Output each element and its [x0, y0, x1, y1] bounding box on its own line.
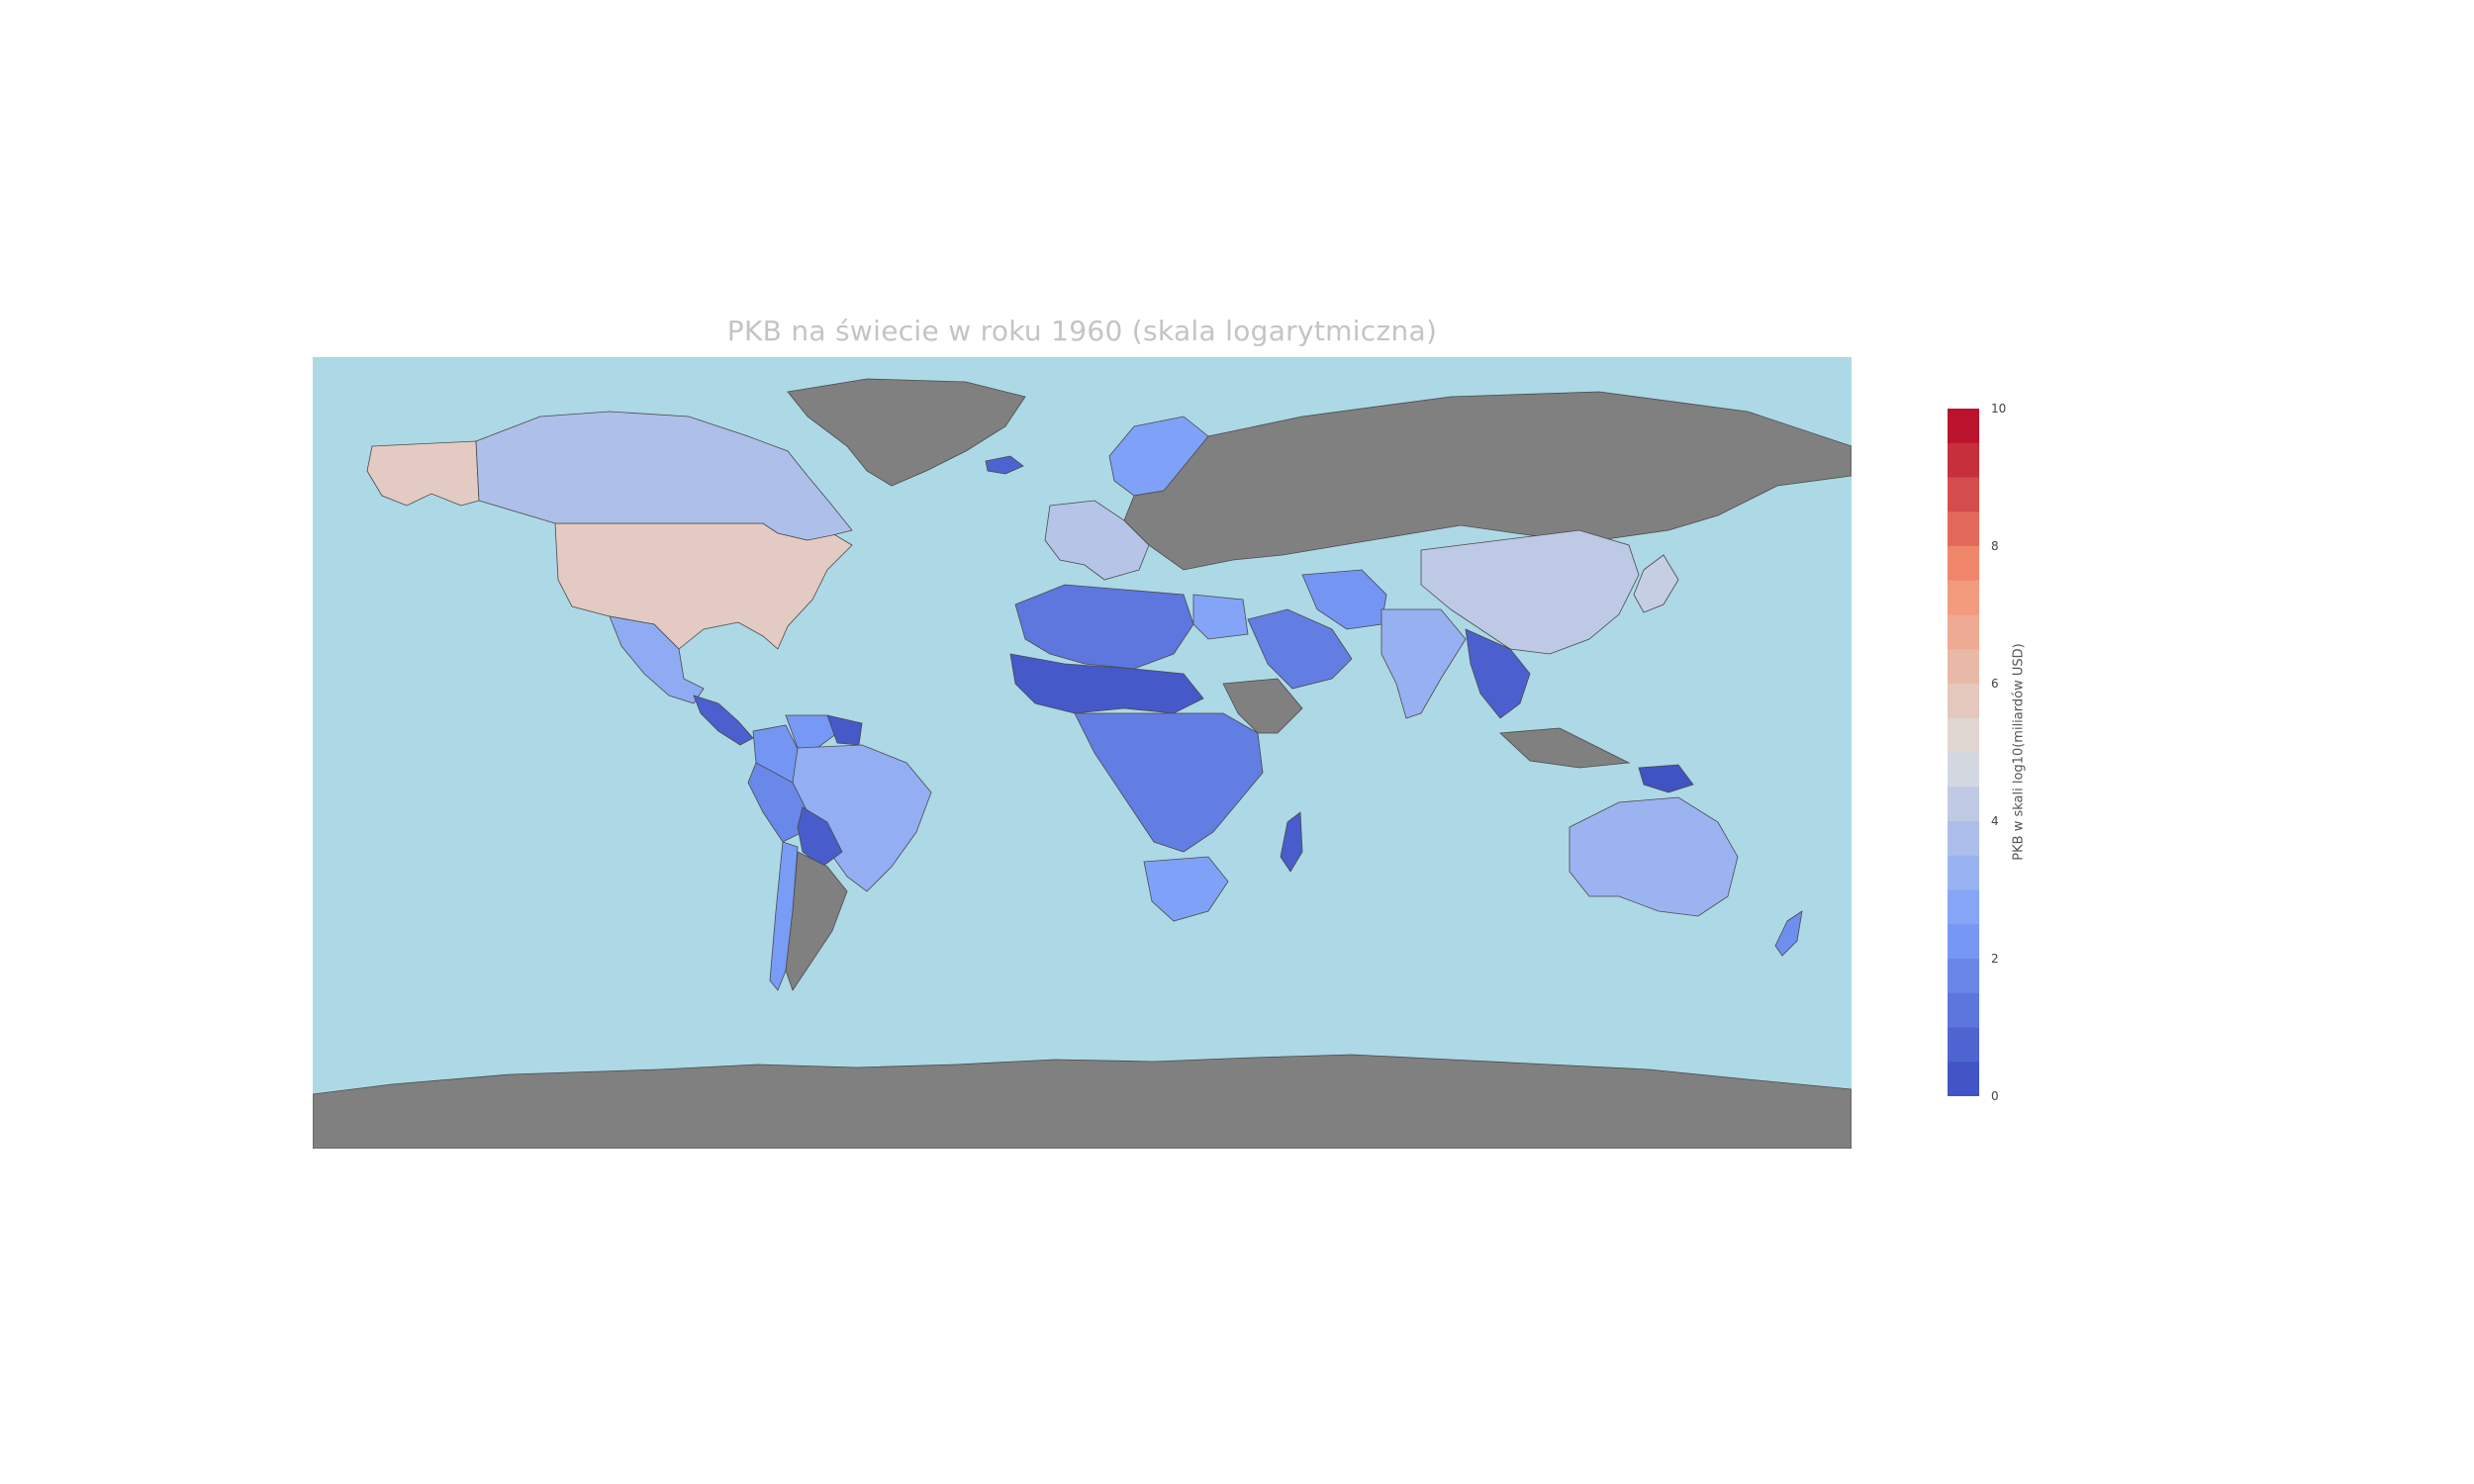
country-region-antarctica[interactable]	[313, 1054, 1852, 1149]
country-region-madagascar[interactable]	[1280, 811, 1303, 873]
country-region-indonesia[interactable]	[1499, 727, 1631, 769]
map-title: PKB na świecie w roku 1960 (skala logary…	[726, 315, 1438, 347]
colorbar-band	[1948, 511, 1979, 547]
colorbar-gradient	[1948, 409, 1979, 1096]
colorbar-band	[1948, 752, 1979, 788]
country-region-india[interactable]	[1380, 608, 1467, 719]
country-region-mexico[interactable]	[609, 615, 705, 704]
colorbar-band	[1948, 924, 1979, 960]
colorbar-tick: 4	[1991, 814, 1999, 828]
colorbar-band	[1948, 717, 1979, 753]
colorbar-tick: 8	[1991, 539, 1999, 553]
colorbar-band	[1948, 959, 1979, 994]
colorbar-band	[1948, 1027, 1979, 1063]
colorbar-band	[1948, 546, 1979, 582]
country-region-papua-new-guinea[interactable]	[1638, 764, 1694, 793]
colorbar-band	[1948, 477, 1979, 512]
colorbar-band	[1948, 442, 1979, 478]
colorbar-band	[1948, 889, 1979, 925]
colorbar-band	[1948, 992, 1979, 1028]
colorbar-label: PKB w skali log10(miliardów USD)	[2011, 643, 2027, 861]
country-region-iceland[interactable]	[985, 455, 1024, 475]
choropleth-map	[313, 357, 1852, 1149]
country-region-south-africa[interactable]	[1143, 856, 1229, 922]
country-region-peru[interactable]	[747, 762, 809, 843]
colorbar-band	[1948, 409, 1979, 444]
country-region-china[interactable]	[1420, 529, 1640, 655]
colorbar-band	[1948, 855, 1979, 890]
colorbar-band	[1948, 614, 1979, 650]
country-region-egypt[interactable]	[1192, 594, 1249, 640]
country-region-alaska[interactable]	[366, 440, 480, 507]
colorbar-tick: 6	[1991, 677, 1999, 691]
country-region-greenland[interactable]	[787, 378, 1026, 487]
colorbar-band	[1948, 580, 1979, 615]
country-region-australia[interactable]	[1569, 796, 1739, 917]
colorbar	[1948, 409, 1979, 1096]
country-region-north-africa[interactable]	[1014, 584, 1194, 670]
colorbar-tick: 2	[1991, 952, 1999, 966]
country-region-new-zealand[interactable]	[1774, 910, 1803, 957]
country-region-canada[interactable]	[475, 411, 853, 541]
country-region-western-europe[interactable]	[1044, 500, 1150, 581]
colorbar-band	[1948, 649, 1979, 685]
country-region-southeast-asia[interactable]	[1465, 628, 1531, 719]
colorbar-tick: 10	[1991, 402, 2007, 416]
colorbar-tick: 0	[1991, 1089, 1999, 1103]
country-region-venezuela[interactable]	[785, 714, 838, 749]
colorbar-band	[1948, 787, 1979, 822]
colorbar-band	[1948, 684, 1979, 719]
colorbar-band	[1948, 821, 1979, 857]
country-region-central-america[interactable]	[693, 695, 754, 746]
country-region-central-africa[interactable]	[1074, 712, 1264, 853]
country-region-arabian-peninsula[interactable]	[1247, 608, 1353, 690]
colorbar-band	[1948, 1062, 1979, 1096]
country-region-east-africa[interactable]	[1222, 678, 1303, 734]
country-region-japan[interactable]	[1633, 554, 1679, 613]
regions-layer	[313, 378, 1852, 1149]
country-region-argentina[interactable]	[785, 851, 848, 991]
